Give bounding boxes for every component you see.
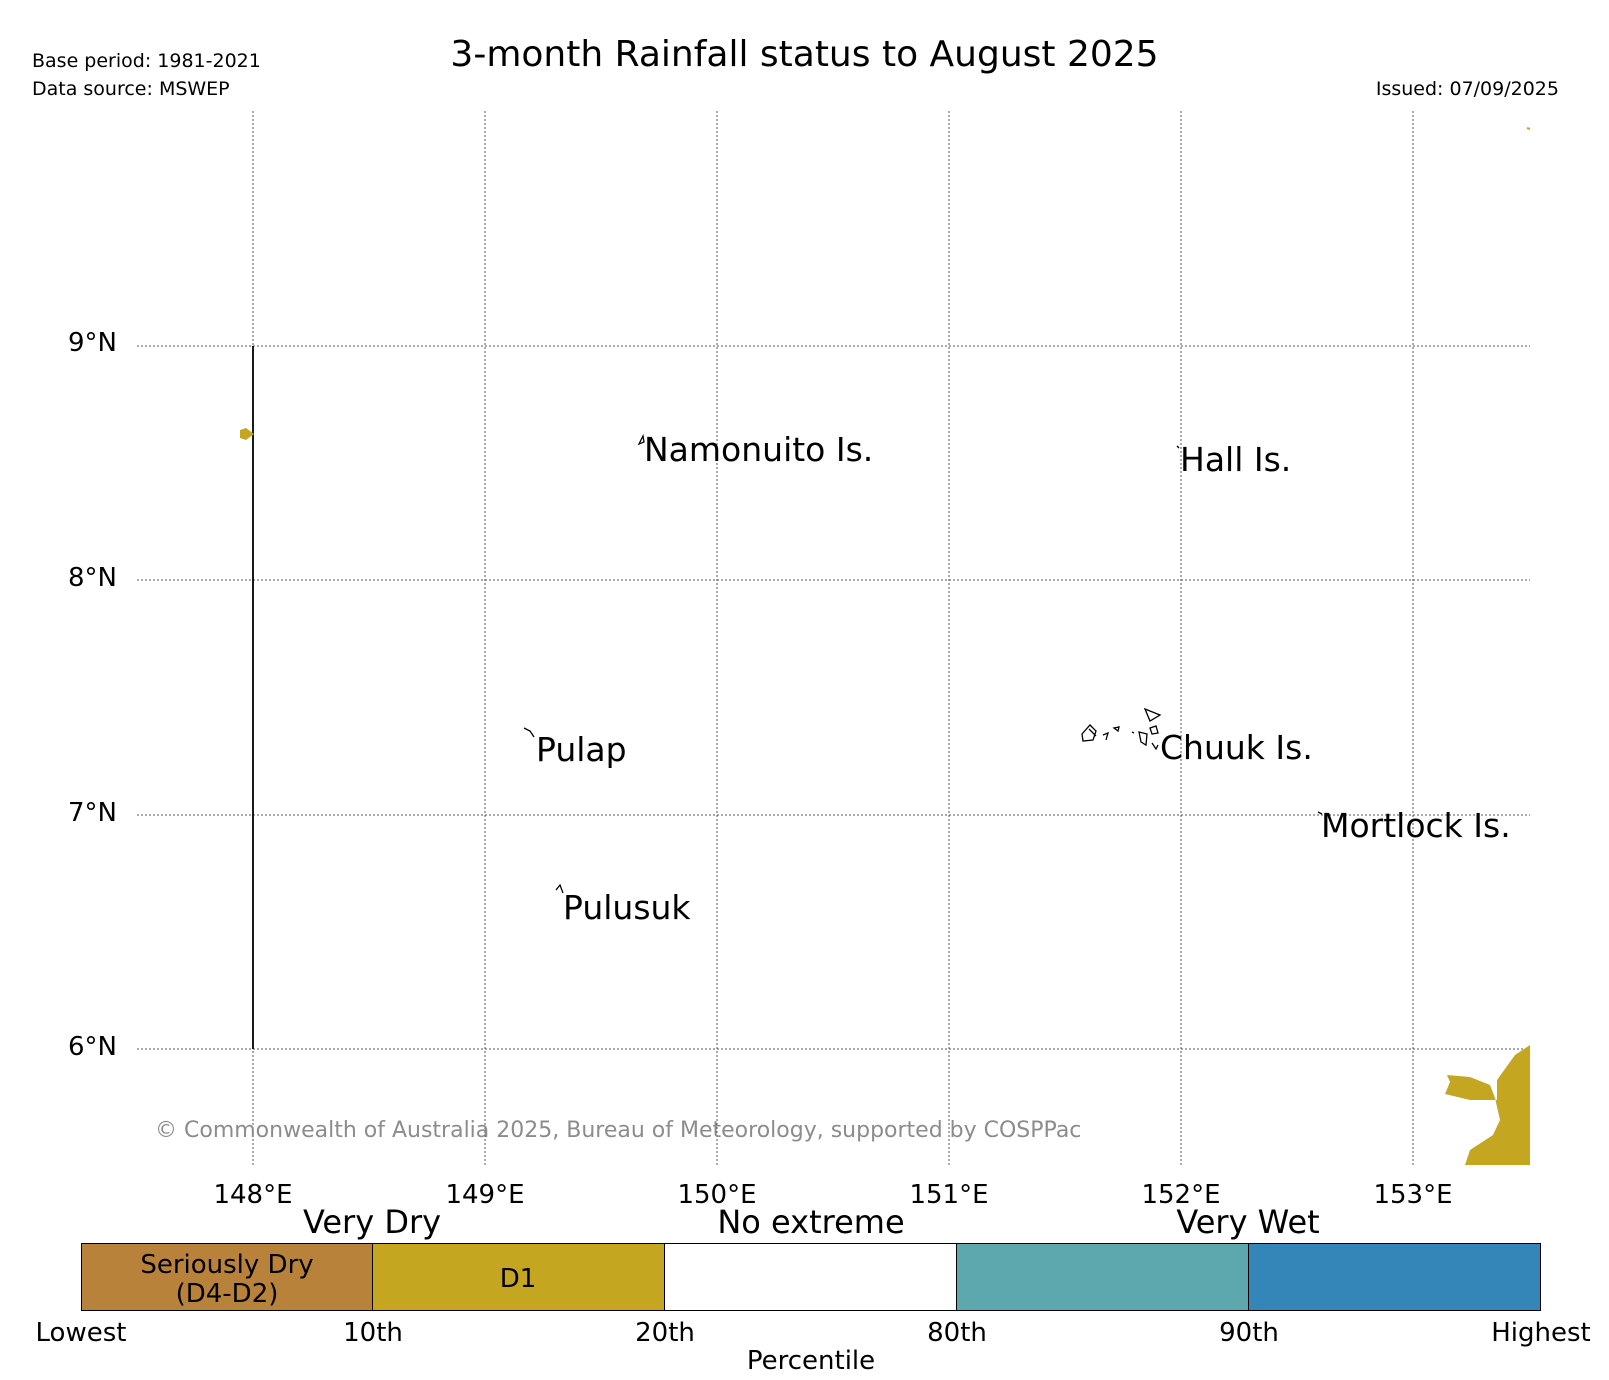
chuuk-tol-island: [1081, 724, 1097, 742]
graticule: [137, 111, 1530, 1165]
legend-category-no-extreme: No extreme: [717, 1203, 905, 1241]
data-source: Data source: MSWEP: [32, 78, 230, 100]
chuuk-island-b: [1102, 731, 1109, 741]
d1-shading-west: [240, 428, 254, 440]
d1-shading-southeast: [1445, 1045, 1530, 1165]
place-namonuito: Namonuito Is.: [644, 430, 874, 469]
place-pulap: Pulap: [536, 730, 627, 769]
hall-island: [1176, 445, 1180, 449]
legend-category-very-dry: Very Dry: [302, 1203, 442, 1241]
legend-box-label-1b: (D4-D2): [175, 1279, 279, 1309]
place-pulusuk: Pulusuk: [563, 888, 691, 927]
base-period: Base period: 1981-2021: [32, 50, 261, 72]
place-mortlock: Mortlock Is.: [1321, 806, 1511, 845]
lat-tick-6n: 6°N: [68, 1032, 117, 1062]
lon-tick-150e: 150°E: [677, 1180, 757, 1210]
pulusuk-island: [555, 883, 564, 894]
page-title: 3-month Rainfall status to August 2025: [450, 34, 1159, 75]
legend-box-wet: [957, 1243, 1249, 1311]
place-hall: Hall Is.: [1180, 440, 1292, 479]
lon-tick-152e: 152°E: [1141, 1180, 1221, 1210]
legend-box-label-1a: Seriously Dry: [140, 1250, 314, 1280]
percentile-highest: Highest: [1491, 1318, 1591, 1348]
legend-box-label-2: D1: [499, 1264, 537, 1294]
place-chuuk: Chuuk Is.: [1160, 728, 1313, 767]
mortlock-island: [1317, 811, 1323, 815]
percentile-20th: 20th: [635, 1318, 695, 1348]
percentile-90th: 90th: [1219, 1318, 1279, 1348]
legend-category-very-wet: Very Wet: [1176, 1203, 1320, 1241]
chuuk-island-e: [1151, 742, 1159, 751]
legend-box-no-extreme: [665, 1243, 957, 1311]
legend-box-very-wet: [1249, 1243, 1541, 1311]
legend-box-seriously-dry: Seriously Dry (D4-D2): [81, 1243, 373, 1311]
lat-tick-8n: 8°N: [68, 563, 117, 593]
legend-box-d1: D1: [373, 1243, 665, 1311]
lat-tick-9n: 9°N: [68, 328, 117, 358]
percentile-axis-label: Percentile: [746, 1346, 876, 1376]
lat-tick-7n: 7°N: [68, 798, 117, 828]
chuuk-island-c: [1112, 726, 1120, 733]
lon-tick-151e: 151°E: [909, 1180, 989, 1210]
lon-tick-153e: 153°E: [1373, 1180, 1453, 1210]
issued-date: Issued: 07/09/2025: [1375, 78, 1559, 100]
lon-tick-149e: 149°E: [445, 1180, 525, 1210]
chuuk-island-f: [1131, 731, 1135, 734]
island-outlines: [523, 433, 1323, 894]
percentile-lowest: Lowest: [35, 1318, 127, 1348]
chuuk-dublon-island: [1138, 731, 1148, 747]
percentile-10th: 10th: [343, 1318, 403, 1348]
pulap-island: [523, 727, 535, 738]
percentile-80th: 80th: [927, 1318, 987, 1348]
copyright-notice: © Commonwealth of Australia 2025, Bureau…: [155, 1118, 1082, 1143]
chuuk-weno-island: [1143, 707, 1162, 722]
lon-tick-148e: 148°E: [213, 1180, 293, 1210]
namonuito-island: [637, 433, 645, 446]
d1-shading-north-speck: [1526, 127, 1531, 130]
chuuk-island-d: [1149, 725, 1159, 735]
